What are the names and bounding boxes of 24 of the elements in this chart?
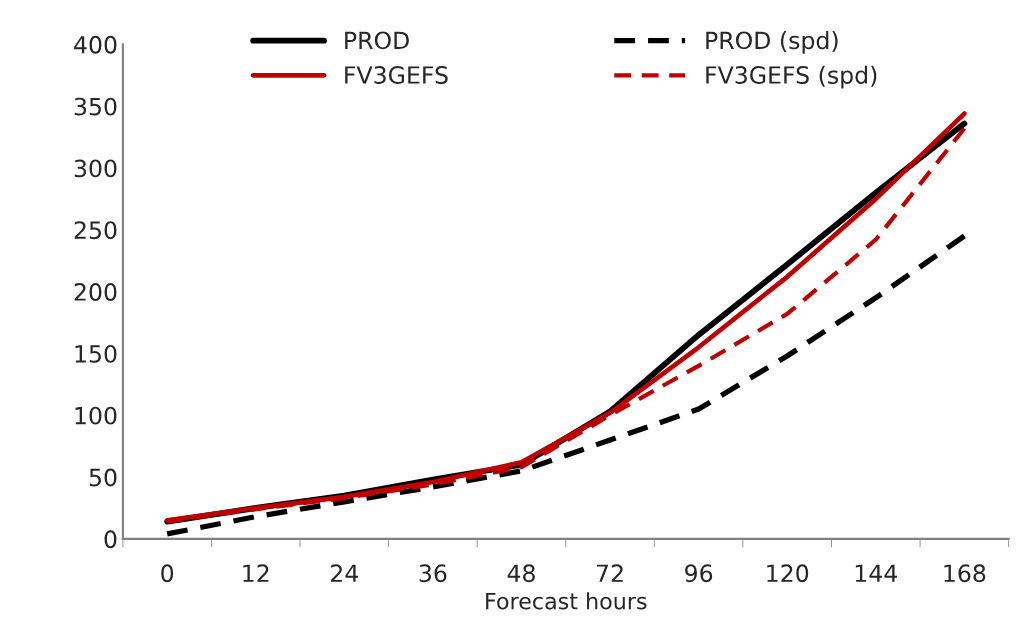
x-tick-label: 36	[419, 564, 447, 583]
legend-label: PROD	[345, 31, 409, 50]
x-tick-label: 0	[161, 564, 174, 583]
legend-label: PROD (spd)	[706, 31, 838, 54]
x-tick-label: 144	[855, 564, 897, 582]
x-tick-label: 48	[507, 564, 535, 583]
x-tick-label: 72	[596, 564, 623, 582]
y-tick-label: 50	[89, 468, 117, 487]
y-tick-label: 0	[104, 530, 117, 549]
y-tick-label: 150	[75, 344, 117, 363]
y-tick-label: 350	[74, 97, 117, 116]
y-tick-label: 300	[74, 159, 117, 178]
x-axis-title: Forecast hours	[486, 592, 647, 610]
y-tick-label: 200	[74, 283, 117, 301]
legend-label: FV3GEFS (spd)	[706, 65, 877, 89]
y-tick-label: 400	[74, 35, 117, 54]
x-tick-label: 12	[243, 564, 269, 582]
x-tick-label: 120	[767, 564, 809, 583]
y-tick-label: 100	[75, 406, 117, 425]
x-tick-label: 24	[331, 564, 359, 582]
x-tick-label: 168	[944, 564, 986, 583]
x-tick-label: 96	[685, 564, 713, 583]
legend-label: FV3GEFS	[345, 66, 448, 84]
y-tick-label: 250	[74, 221, 117, 240]
